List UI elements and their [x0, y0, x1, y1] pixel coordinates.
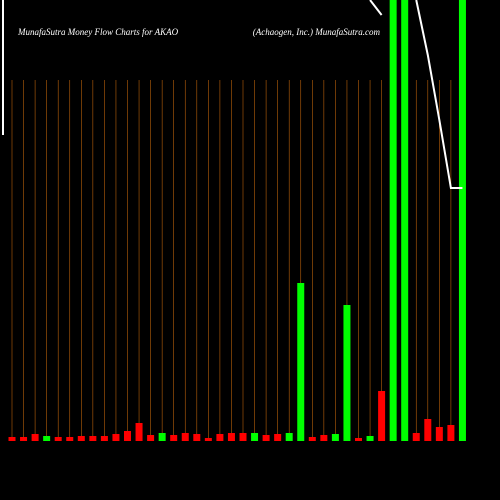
bar	[285, 433, 293, 441]
bar	[355, 438, 362, 441]
bar	[20, 437, 28, 441]
bar	[366, 436, 374, 441]
bar	[308, 437, 316, 441]
bar	[135, 423, 143, 441]
bar	[216, 434, 224, 441]
bar	[412, 433, 420, 441]
chart-subtitle: (Achaogen, Inc.) MunafaSutra.com	[253, 27, 381, 37]
bar	[112, 434, 120, 441]
bar	[401, 0, 409, 441]
money-flow-line	[369, 0, 463, 189]
bar	[193, 434, 201, 441]
bar	[331, 434, 339, 441]
bar	[147, 435, 155, 441]
bar	[66, 437, 74, 441]
bar	[447, 425, 455, 441]
bar	[204, 438, 212, 441]
bar	[181, 433, 189, 441]
bar	[54, 437, 62, 441]
bar	[31, 434, 39, 441]
bar	[424, 419, 432, 441]
bar	[239, 433, 247, 441]
bar	[320, 435, 328, 441]
chart-title: MunafaSutra Money Flow Charts for AKAO	[17, 27, 179, 37]
bar	[100, 436, 108, 441]
bar	[378, 391, 386, 441]
bar	[435, 427, 443, 441]
bar	[343, 305, 351, 441]
bar	[158, 433, 166, 441]
bar	[297, 283, 305, 441]
bar	[124, 431, 131, 441]
bar	[8, 437, 16, 441]
bar	[89, 436, 97, 441]
bar	[389, 0, 397, 441]
bar	[274, 434, 282, 441]
bar	[227, 433, 235, 441]
bar	[251, 433, 259, 441]
bar	[43, 436, 51, 441]
bar	[77, 436, 85, 441]
bar	[262, 435, 270, 441]
bar	[170, 435, 178, 441]
bar	[458, 0, 466, 441]
